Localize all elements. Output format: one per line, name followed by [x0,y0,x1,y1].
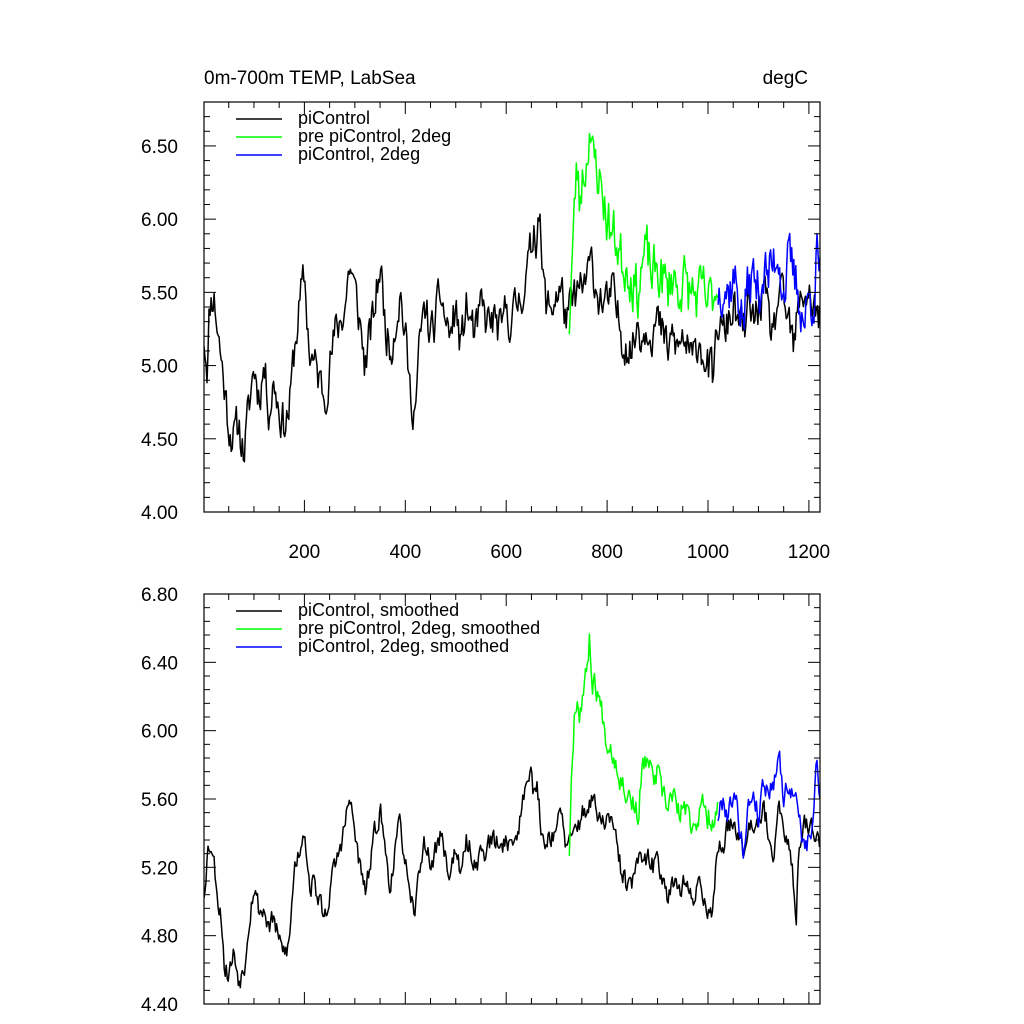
top-legend-label: pre piControl, 2deg [298,126,451,146]
top-legend-label: piControl [298,108,370,128]
bottom-y-tick-label: 6.00 [141,722,178,743]
bottom-y-tick-label: 5.60 [141,790,178,811]
top-x-tick-label: 800 [591,542,623,563]
top-y-tick-label: 5.00 [141,357,178,378]
bottom-legend-label: piControl, 2deg, smoothed [298,636,509,656]
top-series-line-0 [204,213,820,463]
top-x-tick-label: 400 [389,542,421,563]
top-chart-title: 0m-700m TEMP, LabSea [204,68,416,89]
bottom-series-line-1 [568,633,719,856]
top-y-tick-label: 4.00 [141,503,178,524]
bottom-series-line-2 [717,750,820,859]
bottom-y-tick-label: 6.80 [141,585,178,606]
top-x-tick-label: 1200 [788,542,830,563]
bottom-legend-label: pre piControl, 2deg, smoothed [298,618,540,638]
top-x-tick-label: 200 [289,542,321,563]
bottom-y-tick-label: 5.20 [141,858,178,879]
top-x-tick-label: 1000 [687,542,729,563]
top-x-tick-label: 600 [490,542,522,563]
top-y-tick-label: 5.50 [141,283,178,304]
bottom-y-tick-label: 6.40 [141,653,178,674]
bottom-legend-label: piControl, smoothed [298,600,459,620]
top-y-tick-label: 6.00 [141,210,178,231]
bottom-series-line-0 [204,766,820,989]
top-series-line-1 [568,132,719,335]
top-units-label: degC [763,68,808,89]
top-legend-label: piControl, 2deg [298,144,420,164]
top-y-tick-label: 4.50 [141,430,178,451]
top-series-line-2 [717,232,820,333]
bottom-panel: 4.40 4.80 5.20 5.60 6.00 6.40 6.80 piControl, s… [141,585,821,1016]
top-panel: 200 400 600 800 1000 1200 4.00 4.50 5.00 5.50 6.00… [141,68,830,563]
top-y-tick-label: 6.50 [141,137,178,158]
bottom-plot-frame [203,593,821,1005]
bottom-y-tick-label: 4.40 [141,995,178,1016]
bottom-y-tick-label: 4.80 [141,927,178,948]
